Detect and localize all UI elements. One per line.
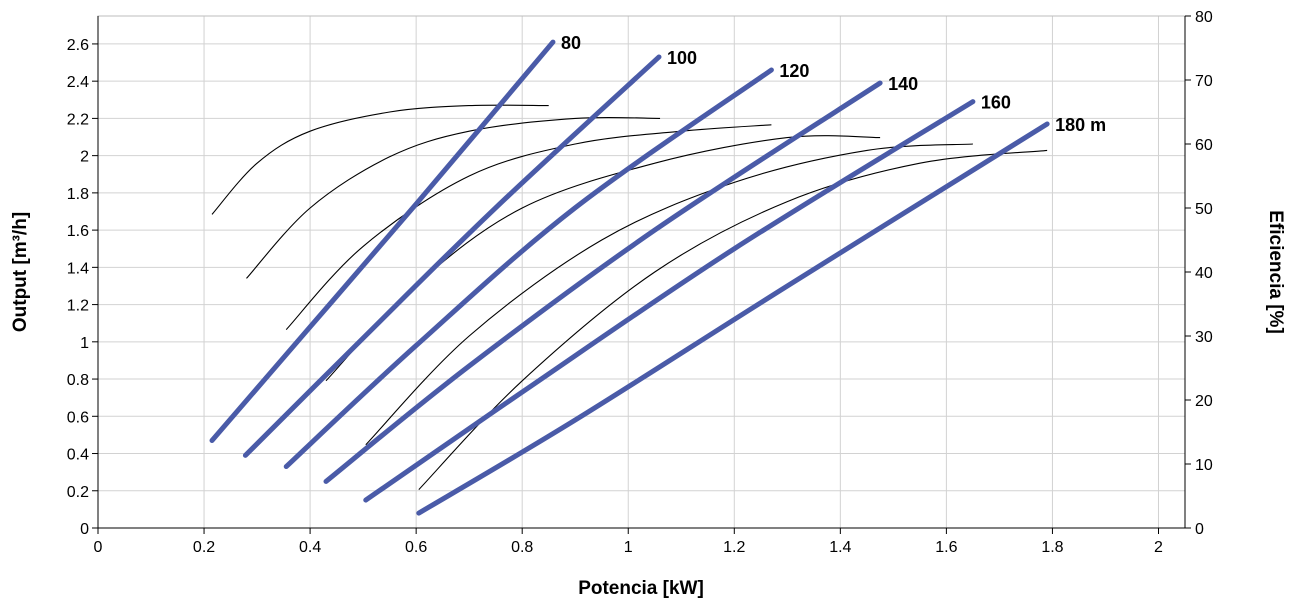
output-curve-140 (323, 80, 883, 484)
x-axis-title: Potencia [kW] (578, 578, 704, 599)
x-tick-label-10: 2 (1154, 539, 1163, 556)
efficiency-curve-5 (418, 149, 1048, 490)
y2-tick-label-0: 0 (1195, 521, 1204, 538)
y-tick-label-10: 2 (80, 149, 89, 166)
output-curve-80 (209, 39, 556, 443)
y-tick-label-7: 1.4 (67, 260, 89, 277)
series-label-2: 120 (779, 61, 809, 81)
y-tick-label-12: 2.4 (67, 74, 89, 91)
y2-tick-label-2: 20 (1195, 393, 1213, 410)
efficiency-curve-1 (246, 116, 661, 279)
x-tick-label-2: 0.4 (299, 539, 321, 556)
output-curve-180-m (416, 121, 1050, 516)
y2-tick-label-6: 60 (1195, 137, 1213, 154)
x-tick-label-5: 1 (624, 539, 633, 556)
x-tick-label-3: 0.6 (405, 539, 427, 556)
y-tick-label-4: 0.8 (67, 372, 89, 389)
y2-tick-label-1: 10 (1195, 457, 1213, 474)
y-tick-label-5: 1 (80, 335, 89, 352)
series-label-4: 160 (981, 93, 1011, 113)
efficiency-curve-4 (365, 143, 973, 446)
y-tick-label-8: 1.6 (67, 223, 89, 240)
y2-tick-label-5: 50 (1195, 201, 1213, 218)
output-curve-160 (363, 99, 976, 503)
y2-axis-title: Eficiencia [%] (1265, 210, 1286, 334)
x-tick-label-8: 1.6 (935, 539, 957, 556)
y2-tick-label-4: 40 (1195, 265, 1213, 282)
series-labels: 80 100 120 140 160 180 m (561, 33, 1106, 135)
y-tick-label-9: 1.8 (67, 186, 89, 203)
output-curve-120 (283, 67, 774, 470)
efficiency-curves (211, 104, 1048, 490)
x-tick-label-6: 1.2 (723, 539, 745, 556)
x-tick-label-9: 1.8 (1041, 539, 1063, 556)
y-tick-label-3: 0.6 (67, 409, 89, 426)
output-curves (209, 39, 1050, 516)
series-label-5: 180 m (1055, 115, 1106, 135)
y2-tick-label-7: 70 (1195, 73, 1213, 90)
output-curve-100 (242, 54, 662, 458)
series-label-3: 140 (888, 74, 918, 94)
y-tick-label-11: 2.2 (67, 111, 89, 128)
efficiency-curve-3 (325, 135, 881, 382)
x-tick-label-4: 0.8 (511, 539, 533, 556)
y-axis-title: Output [m³/h] (10, 212, 31, 332)
y-tick-label-0: 0 (80, 521, 89, 538)
efficiency-curve-0 (211, 104, 549, 215)
x-tick-label-7: 1.4 (829, 539, 851, 556)
grid (97, 16, 1185, 529)
y2-tick-label-3: 30 (1195, 329, 1213, 346)
series-label-0: 80 (561, 33, 581, 53)
y-tick-label-13: 2.6 (67, 37, 89, 54)
plot-frame (97, 15, 1186, 529)
y2-tick-label-8: 80 (1195, 9, 1213, 26)
y-tick-label-6: 1.2 (67, 298, 89, 315)
axes (92, 15, 1191, 534)
y-tick-label-2: 0.4 (67, 447, 89, 464)
tick-labels: 0 0.2 0.4 0.6 0.8 1 1.2 1.4 1.6 1.8 200.20.40.60.8… (67, 9, 1213, 556)
series-label-1: 100 (667, 48, 697, 68)
x-tick-label-1: 0.2 (193, 539, 215, 556)
x-tick-label-0: 0 (94, 539, 103, 556)
y-tick-label-1: 0.2 (67, 484, 89, 501)
